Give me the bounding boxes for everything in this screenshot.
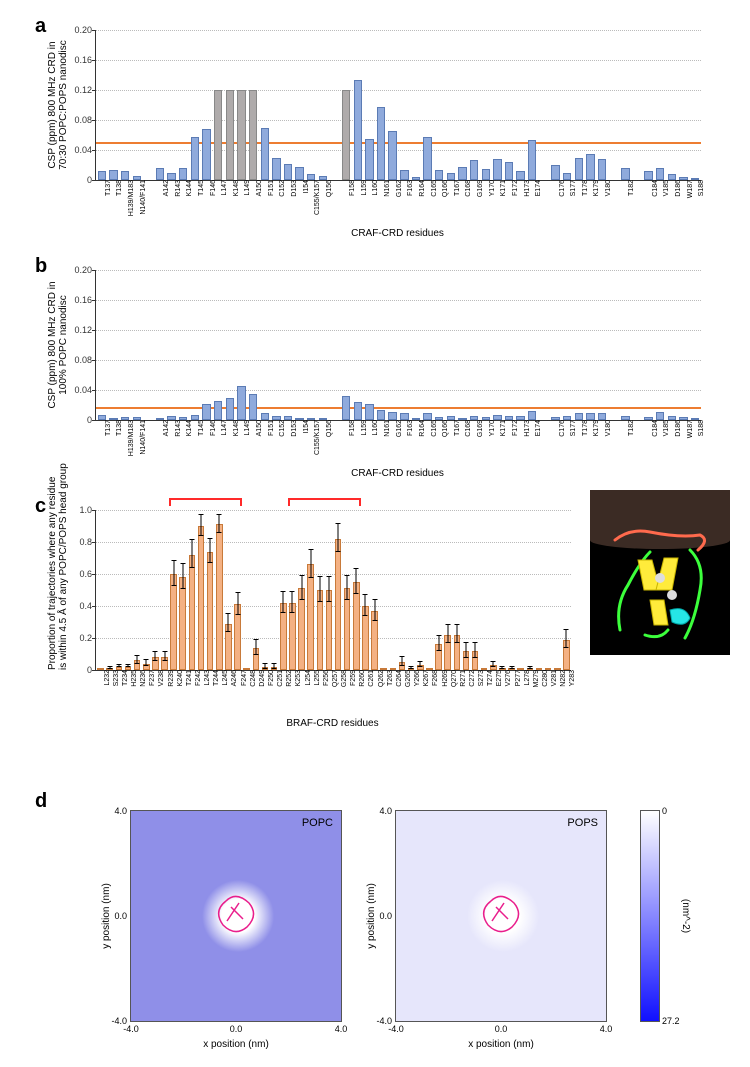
colorbar: 027.2(nm^-2) <box>640 810 660 1022</box>
heatmap-popc: POPC-4.00.04.0-4.00.04.0x position (nm)y… <box>130 810 342 1022</box>
panel-d-label: d <box>35 790 47 813</box>
protein-structure <box>590 490 730 655</box>
panel-b-chart: 00.040.080.120.160.20T137T138H139/M183N1… <box>95 270 700 420</box>
panel-a-chart: 00.040.080.120.160.20T137T138H139/M183N1… <box>95 30 700 180</box>
panel-c-inset <box>590 490 730 655</box>
protein-outline-pops <box>396 811 606 1021</box>
panel-c-label: c <box>35 495 46 518</box>
heatmap-pops: POPS-4.00.04.0-4.00.04.0x position (nm)y… <box>395 810 607 1022</box>
protein-outline-popc <box>131 811 341 1021</box>
panel-c-chart: 00.20.40.60.81.0L232S233T234H235N236F237… <box>95 510 570 670</box>
panel-a-label: a <box>35 15 46 38</box>
panel-b-label: b <box>35 255 47 278</box>
